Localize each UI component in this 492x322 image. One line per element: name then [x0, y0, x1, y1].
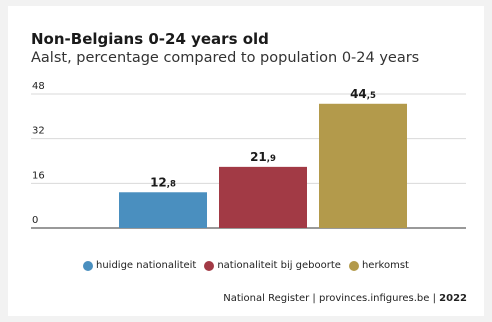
legend: huidige nationaliteit nationaliteit bij g… [0, 260, 492, 271]
y-tick-label: 32 [32, 126, 45, 137]
legend-item: herkomst [348, 260, 409, 271]
source-year: 2022 [439, 293, 467, 304]
bar [219, 166, 307, 228]
y-tick-label: 16 [32, 170, 45, 181]
legend-item: nationaliteit bij geboorte [204, 260, 341, 271]
legend-swatch [83, 260, 93, 271]
legend-label: nationaliteit bij geboorte [217, 260, 341, 271]
chart-subtitle: Aalst, percentage compared to population… [31, 50, 420, 66]
legend-swatch [204, 260, 215, 271]
legend-label: huidige nationaliteit [96, 260, 197, 271]
y-tick-label: 48 [32, 81, 45, 92]
data-label: 44,5 [350, 87, 376, 101]
legend-swatch [348, 260, 359, 271]
source-text: National Register | provinces.infigures.… [223, 293, 440, 304]
bar [319, 103, 407, 228]
data-label: 12,8 [150, 175, 176, 189]
data-label: 21,9 [250, 150, 276, 164]
chart-title: Non-Belgians 0-24 years old [31, 30, 269, 48]
bar [119, 192, 207, 228]
source-note: National Register | provinces.infigures.… [223, 293, 467, 304]
legend-label: herkomst [361, 260, 409, 271]
y-tick-label: 0 [32, 215, 38, 226]
legend-item: huidige nationaliteit [83, 260, 196, 271]
